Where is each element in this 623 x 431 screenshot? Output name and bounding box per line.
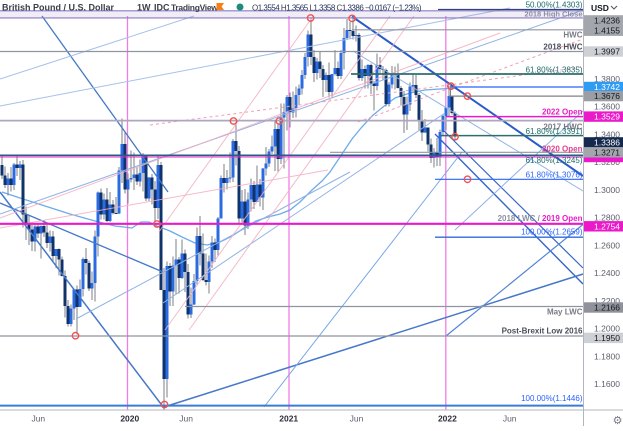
svg-text:1.3386: 1.3386 [594,137,620,147]
svg-text:1.2754: 1.2754 [594,221,620,231]
svg-text:1W: 1W [137,3,151,13]
svg-text:1.4155: 1.4155 [594,26,620,36]
svg-text:2018 High Close: 2018 High Close [525,10,583,19]
svg-text:Jun: Jun [350,414,364,424]
svg-text:Jun: Jun [31,414,45,424]
svg-text:Jun: Jun [503,414,517,424]
svg-text:USD: USD [591,3,609,13]
svg-text:1.2200: 1.2200 [594,296,620,306]
svg-text:61.80%(1.3835): 61.80%(1.3835) [526,65,583,74]
svg-text:May LWC: May LWC [547,308,583,317]
svg-text:Jun: Jun [179,414,193,424]
svg-text:1.1800: 1.1800 [594,351,620,361]
svg-text:100.00%(1.1446): 100.00%(1.1446) [521,394,583,403]
svg-text:2018 HWC: 2018 HWC [543,42,582,51]
svg-text:100.00%(1.2659): 100.00%(1.2659) [521,227,583,236]
svg-text:1.2600: 1.2600 [594,240,620,250]
svg-text:TradingView: TradingView [171,3,218,13]
svg-text:2020 Open: 2020 Open [542,144,583,153]
svg-text:1.1950: 1.1950 [594,333,620,343]
svg-text:Post-Brexit Low 2016: Post-Brexit Low 2016 [502,327,583,336]
svg-text:IDC: IDC [154,3,170,13]
svg-text:⚙: ⚙ [613,415,623,426]
svg-text:O1.3554 H1.3565 L1.3358 C1.338: O1.3554 H1.3565 L1.3358 C1.3386 −0.0167 … [252,4,422,13]
svg-text:British Pound / U.S. Dollar: British Pound / U.S. Dollar [2,3,115,13]
svg-text:1.3600: 1.3600 [594,102,620,112]
svg-text:2022: 2022 [438,414,457,424]
svg-text:1.2000: 1.2000 [594,324,620,334]
svg-text:61.80%(1.3245): 61.80%(1.3245) [526,156,583,165]
svg-text:HWC: HWC [563,31,582,40]
svg-text:1.3200: 1.3200 [594,157,620,167]
svg-text:1.3529: 1.3529 [594,112,620,122]
svg-text:61.80%(1.3391): 61.80%(1.3391) [526,127,583,136]
svg-text:1.3400: 1.3400 [594,129,620,139]
svg-text:2017 HWC: 2017 HWC [543,123,582,132]
svg-text:50.00%(1.4303): 50.00%(1.4303) [526,0,583,9]
svg-text:1.2400: 1.2400 [594,268,620,278]
svg-text:1.3271: 1.3271 [594,147,620,157]
svg-text:1.3997: 1.3997 [594,47,620,57]
svg-text:1.3742: 1.3742 [594,82,620,92]
svg-text:1.2800: 1.2800 [594,213,620,223]
svg-text:2021: 2021 [279,414,298,424]
svg-text:1.3000: 1.3000 [594,185,620,195]
svg-text:1.2166: 1.2166 [594,303,620,313]
svg-text:1.3800: 1.3800 [594,74,620,84]
svg-text:1.3676: 1.3676 [594,91,620,101]
svg-text:61.80%(1.3076): 61.80%(1.3076) [526,171,583,180]
svg-text:2020: 2020 [120,414,139,424]
svg-text:1.4236: 1.4236 [594,15,620,25]
svg-text:2018 LWC / 2019 Open: 2018 LWC / 2019 Open [498,214,583,223]
svg-text:1.1600: 1.1600 [594,379,620,389]
svg-text:2022 Open: 2022 Open [542,108,583,117]
